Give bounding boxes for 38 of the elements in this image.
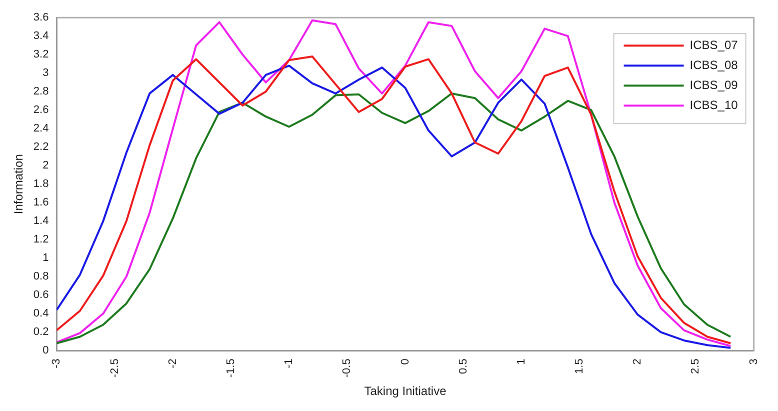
y-tick-label: 3.6 (33, 12, 49, 24)
x-tick-label: -1 (283, 358, 296, 368)
x-tick-label: 1 (515, 358, 528, 365)
y-tick-label: 3 (42, 67, 49, 80)
y-tick-label: 0.8 (33, 270, 49, 283)
x-tick-label: -2.5 (108, 358, 121, 378)
y-tick-label: 1.2 (33, 234, 49, 246)
y-tick-label: 2.6 (33, 104, 49, 116)
x-tick-label: 2 (632, 358, 644, 365)
x-tick-label: -0.5 (341, 358, 354, 378)
legend-label: ICBS_07 (690, 38, 738, 52)
x-tick-label: 0 (399, 358, 412, 365)
y-tick-label: 1.4 (33, 215, 49, 228)
legend-label: ICBS_09 (690, 78, 738, 92)
x-tick-label: -3 (50, 358, 63, 368)
x-tick-label: 0.5 (457, 358, 470, 374)
y-axis-title: Information (12, 154, 26, 214)
x-tick-label: -2 (166, 358, 179, 368)
legend-label: ICBS_10 (690, 98, 738, 112)
y-tick-label: 1 (42, 252, 49, 264)
legend-label: ICBS_08 (690, 58, 738, 72)
x-tick-label: -1.5 (225, 358, 237, 378)
y-tick-label: 0.2 (33, 326, 49, 338)
y-tick-label: 3.2 (33, 48, 49, 61)
y-tick-label: 3.4 (33, 30, 49, 42)
y-tick-label: 1.8 (33, 178, 49, 190)
y-tick-label: 2 (42, 160, 49, 172)
y-tick-label: 2.8 (33, 86, 49, 98)
y-tick-label: 2.4 (33, 122, 49, 135)
y-tick-label: 0 (42, 344, 49, 357)
x-tick-label: 3 (748, 358, 760, 365)
x-tick-label: 2.5 (690, 358, 702, 374)
x-tick-label: 1.5 (574, 358, 586, 374)
y-tick-label: 0.4 (33, 308, 49, 320)
y-tick-label: 2.2 (33, 141, 49, 154)
x-axis-title: Taking Initiative (364, 384, 447, 398)
y-tick-label: 0.6 (33, 289, 49, 302)
y-tick-label: 1.6 (33, 196, 49, 209)
